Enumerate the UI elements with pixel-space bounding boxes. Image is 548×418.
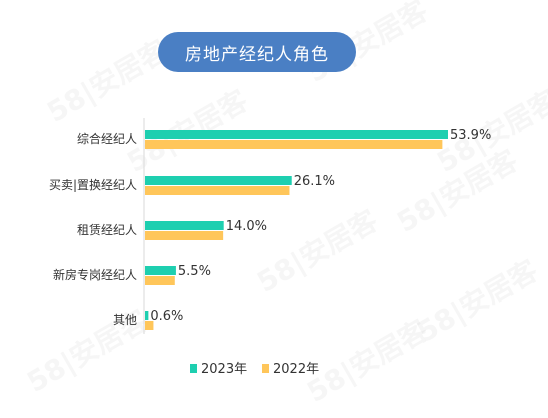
legend-swatch-2022 — [262, 364, 269, 373]
bar-2022 — [145, 276, 175, 285]
bar-2023 — [145, 311, 149, 320]
bar-2023 — [145, 221, 224, 230]
bar-2022 — [145, 321, 154, 330]
data-label: 0.6% — [150, 309, 183, 324]
legend-swatch-2023 — [190, 364, 197, 373]
data-label: 5.5% — [178, 264, 211, 279]
legend-label-2022: 2022年 — [273, 362, 319, 377]
chart-title: 房地产经纪人角色 — [158, 32, 356, 72]
bar-2022 — [145, 231, 224, 240]
bar-2022 — [145, 186, 290, 195]
category-label: 其他 — [113, 313, 137, 327]
bar-2023 — [145, 130, 448, 139]
data-label: 26.1% — [294, 174, 335, 189]
category-label: 买卖|置换经纪人 — [49, 178, 137, 192]
bar-2022 — [145, 140, 443, 149]
bar-2023 — [145, 176, 292, 185]
category-label: 租赁经纪人 — [77, 223, 137, 237]
data-label: 14.0% — [226, 219, 267, 234]
category-label: 综合经纪人 — [77, 131, 137, 146]
category-label: 新房专岗经纪人 — [53, 267, 137, 282]
data-label: 53.9% — [450, 128, 491, 143]
legend-label-2023: 2023年 — [201, 362, 247, 377]
bar-2023 — [145, 266, 176, 275]
